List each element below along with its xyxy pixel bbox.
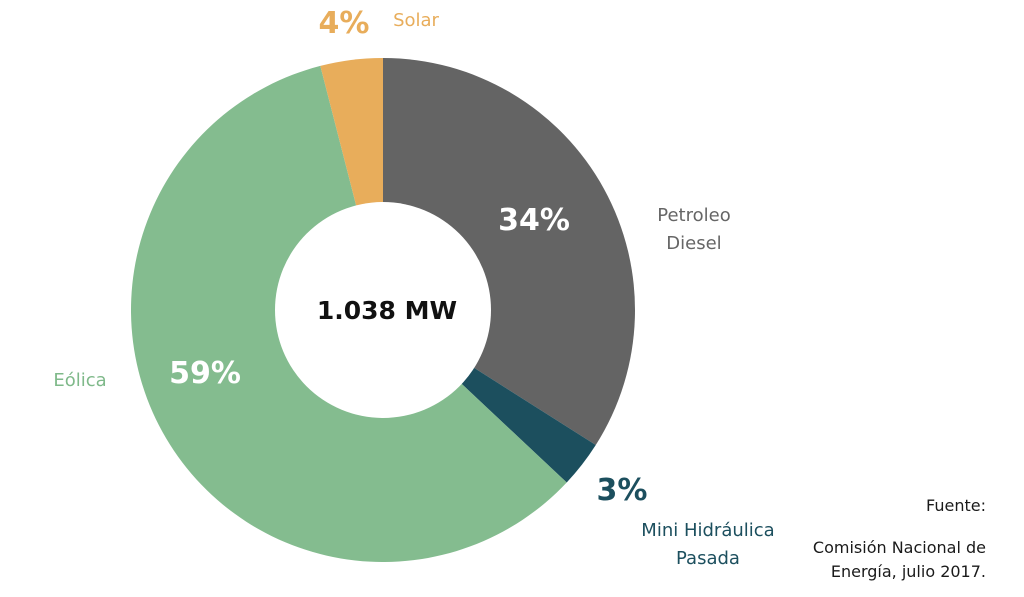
slice-name-line: Eólica	[53, 370, 106, 391]
slice-name-line: Solar	[393, 10, 439, 31]
source-line: Energía, julio 2017.	[830, 562, 986, 581]
slice-labels: 34% Petroleo Diesel 3% Mini Hidráulica Pasada…	[53, 6, 774, 569]
donut-hole	[275, 202, 491, 418]
slice-name-line: Petroleo	[657, 205, 730, 226]
slice-percent-label: 34%	[498, 203, 570, 238]
source-line: Comisión Nacional de	[812, 538, 986, 557]
slice-name-label: Mini Hidráulica Pasada	[641, 520, 774, 569]
center-total-label: 1.038 MW	[317, 296, 457, 325]
slice-percent-label: 4%	[319, 6, 370, 41]
slice-percent-label: 3%	[597, 473, 648, 508]
source-text: Comisión Nacional de Energía, julio 2017…	[813, 536, 986, 584]
slice-name-line: Mini Hidráulica	[641, 520, 774, 541]
slice-name-label: Solar	[393, 10, 439, 31]
slice-name-line: Pasada	[676, 548, 740, 569]
source-title: Fuente:	[926, 496, 986, 515]
slice-name-label: Eólica	[53, 370, 106, 391]
slice-percent-label: 59%	[169, 356, 241, 391]
slice-name-line: Diesel	[666, 233, 721, 254]
slice-name-label: Petroleo Diesel	[657, 205, 730, 254]
